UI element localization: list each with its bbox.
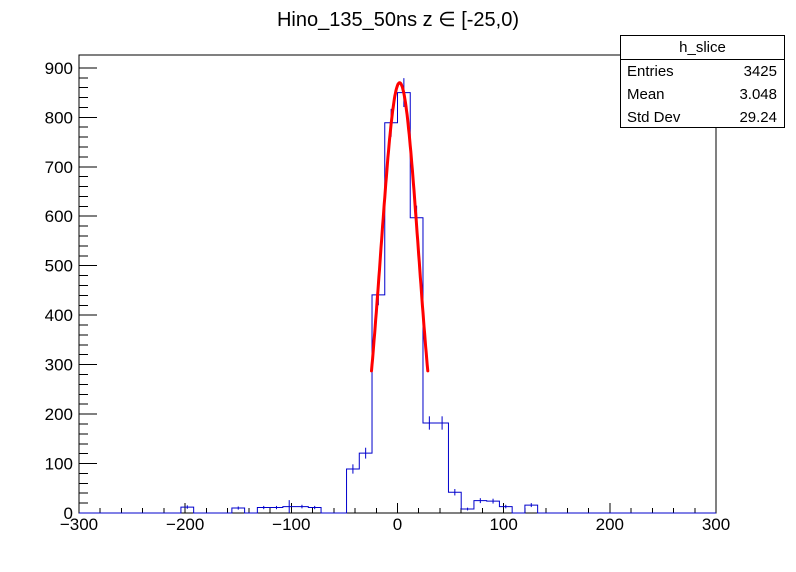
stats-row-entries: Entries 3425 bbox=[621, 60, 784, 83]
stats-value: 3.048 bbox=[739, 86, 777, 103]
stats-value: 29.24 bbox=[739, 109, 777, 126]
stats-label: Std Dev bbox=[627, 109, 681, 126]
stats-row-stddev: Std Dev 29.24 bbox=[621, 106, 784, 129]
svg-text:800: 800 bbox=[45, 108, 73, 127]
svg-text:0: 0 bbox=[64, 504, 73, 523]
svg-text:900: 900 bbox=[45, 59, 73, 78]
plot-title: Hino_135_50ns z ∈ [-25,0) bbox=[276, 9, 519, 31]
svg-text:−300: −300 bbox=[60, 515, 98, 534]
axis-ticks bbox=[78, 67, 717, 514]
stats-box-title: h_slice bbox=[621, 36, 784, 60]
svg-text:300: 300 bbox=[702, 515, 730, 534]
stats-box: h_slice Entries 3425 Mean 3.048 Std Dev … bbox=[620, 35, 785, 128]
histogram-error-bars bbox=[186, 78, 532, 513]
svg-text:0: 0 bbox=[393, 515, 402, 534]
svg-text:100: 100 bbox=[489, 515, 517, 534]
histogram-line bbox=[79, 92, 716, 514]
stats-value: 3425 bbox=[743, 63, 777, 80]
svg-text:600: 600 bbox=[45, 207, 73, 226]
svg-text:500: 500 bbox=[45, 257, 73, 276]
svg-text:200: 200 bbox=[45, 405, 73, 424]
stats-label: Entries bbox=[627, 63, 674, 80]
svg-text:100: 100 bbox=[45, 455, 73, 474]
svg-text:−100: −100 bbox=[272, 515, 310, 534]
svg-text:200: 200 bbox=[596, 515, 624, 534]
svg-text:300: 300 bbox=[45, 356, 73, 375]
svg-text:−200: −200 bbox=[166, 515, 204, 534]
axis-tick-labels: −300 −200 −100 0 100 200 300 0 100 200 300 400 500 60… bbox=[45, 59, 731, 534]
stats-row-mean: Mean 3.048 bbox=[621, 83, 784, 106]
svg-text:400: 400 bbox=[45, 306, 73, 325]
fit-curve bbox=[370, 81, 430, 373]
svg-text:700: 700 bbox=[45, 158, 73, 177]
stats-label: Mean bbox=[627, 86, 665, 103]
